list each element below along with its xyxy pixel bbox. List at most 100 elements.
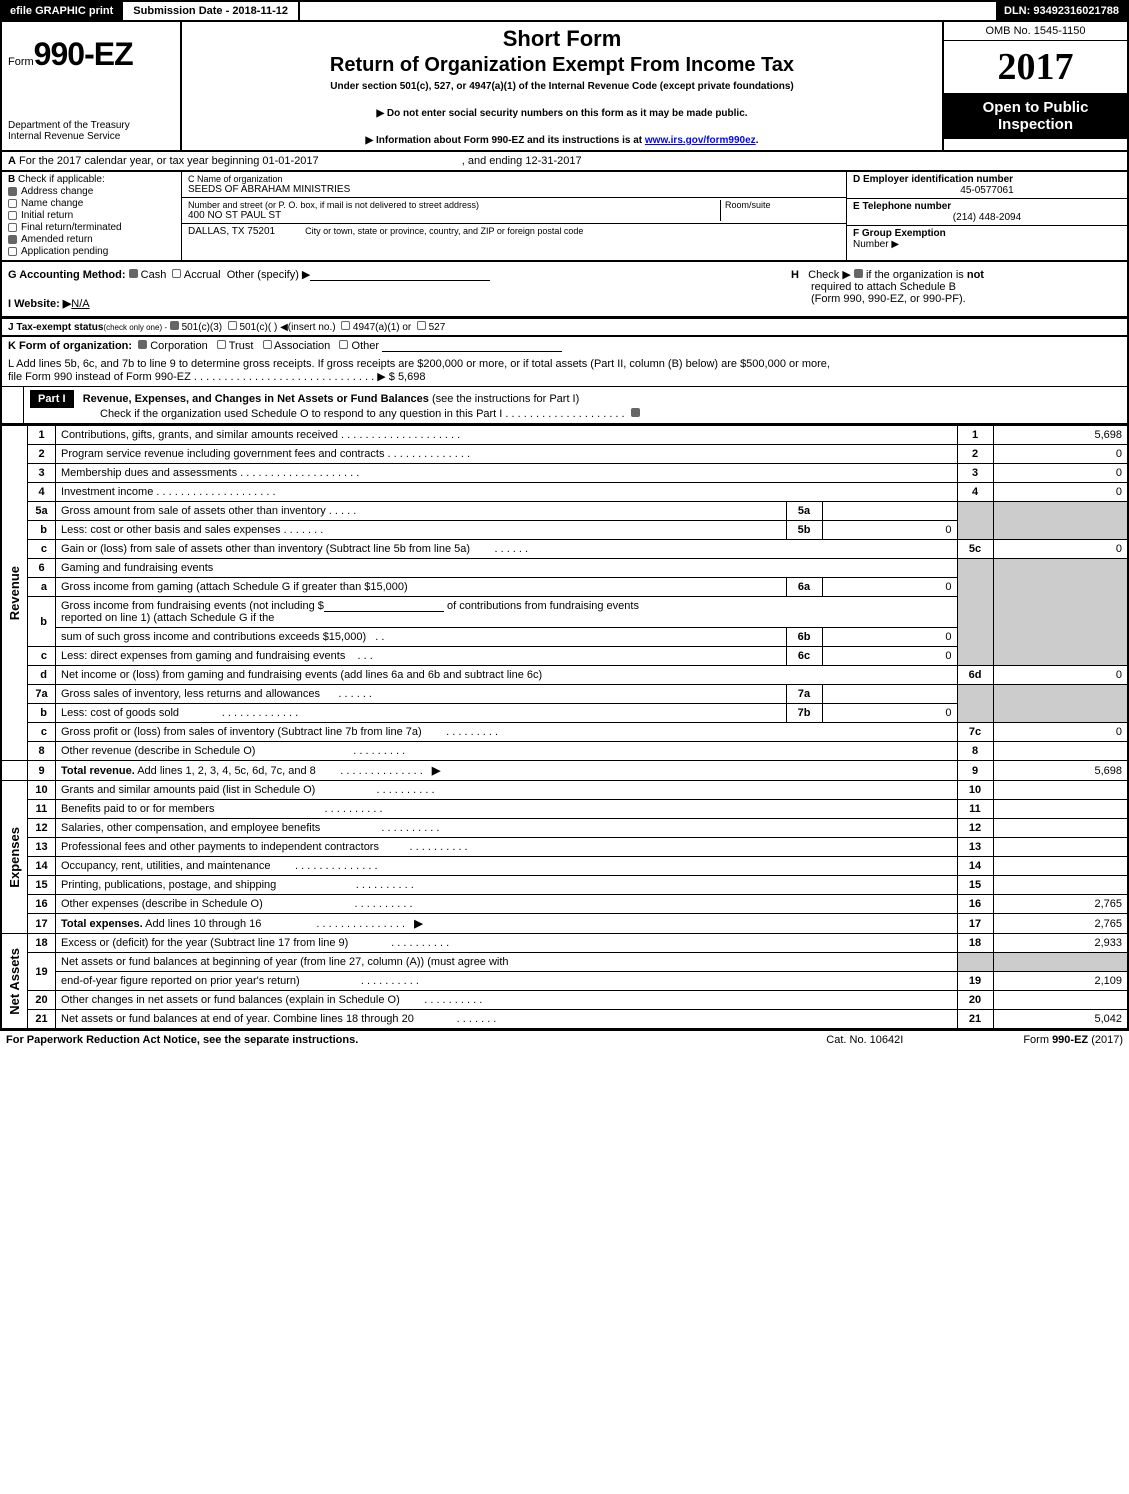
checkbox-amended[interactable] — [8, 235, 17, 244]
line-21-no: 21 — [28, 1010, 56, 1030]
checkbox-h[interactable] — [854, 269, 863, 278]
h-text2: if the organization is — [866, 269, 967, 281]
line-1-val: 5,698 — [993, 426, 1128, 445]
line-19-num: 19 — [957, 972, 993, 991]
line-10-num: 10 — [957, 781, 993, 800]
pending-label: Application pending — [21, 246, 108, 257]
checkbox-assoc[interactable] — [263, 340, 272, 349]
section-h: H Check ▶ if the organization is not req… — [791, 268, 1121, 310]
line-5b-text: Less: cost or other basis and sales expe… — [61, 524, 281, 536]
line-8-no: 8 — [28, 742, 56, 761]
h-not: not — [967, 269, 984, 281]
dln-number: DLN: 93492316021788 — [996, 2, 1127, 20]
name-change-label: Name change — [21, 198, 83, 209]
line-6b-subval: 0 — [822, 628, 957, 647]
addr-change-label: Address change — [21, 186, 93, 197]
line-7b-no: b — [28, 704, 56, 723]
i-label: I Website: ▶ — [8, 298, 71, 310]
ein-value: 45-0577061 — [853, 185, 1121, 196]
line-13-text: Professional fees and other payments to … — [61, 841, 379, 853]
main-table: Revenue 1 Contributions, gifts, grants, … — [0, 425, 1129, 1030]
line-14-num: 14 — [957, 857, 993, 876]
line-18-val: 2,933 — [993, 934, 1128, 953]
line-19-val: 2,109 — [993, 972, 1128, 991]
irs-link[interactable]: www.irs.gov/form990ez — [645, 135, 756, 146]
line-7b-text: Less: cost of goods sold — [61, 707, 179, 719]
checkbox-address-change[interactable] — [8, 187, 17, 196]
dots — [194, 371, 313, 383]
footer-form-label: Form — [1023, 1034, 1052, 1046]
initial-label: Initial return — [21, 210, 73, 221]
checkbox-cash[interactable] — [129, 269, 138, 278]
checkbox-accrual[interactable] — [172, 269, 181, 278]
d-label: D Employer identification number — [853, 174, 1013, 185]
line-4-num: 4 — [957, 483, 993, 502]
checkbox-501c3[interactable] — [170, 321, 179, 330]
line-6a-subval: 0 — [822, 578, 957, 597]
line-4-no: 4 — [28, 483, 56, 502]
line-18-num: 18 — [957, 934, 993, 953]
line-16-text: Other expenses (describe in Schedule O) — [61, 898, 263, 910]
checkbox-schedule-o[interactable] — [631, 408, 640, 417]
line-7b-sub: 7b — [786, 704, 822, 723]
a-text: For the 2017 calendar year, or tax year … — [19, 155, 319, 167]
efile-print-button[interactable]: efile GRAPHIC print — [2, 2, 123, 20]
city-label: City or town, state or province, country… — [305, 226, 583, 237]
line-11-num: 11 — [957, 800, 993, 819]
form-header: Form990-EZ Department of the Treasury In… — [0, 22, 1129, 152]
checkbox-trust[interactable] — [217, 340, 226, 349]
line-6b-text4: sum of such gross income and contributio… — [61, 631, 366, 643]
city-value: DALLAS, TX 75201 — [188, 226, 275, 237]
footer-year: (2017) — [1088, 1034, 1123, 1046]
checkbox-4947[interactable] — [341, 321, 350, 330]
line-6b-no: b — [28, 597, 56, 647]
line-18-no: 18 — [28, 934, 56, 953]
footer-form-no: 990-EZ — [1052, 1034, 1088, 1046]
other-specify-field[interactable] — [310, 269, 490, 281]
line-16-val: 2,765 — [993, 895, 1128, 914]
h-check: Check ▶ — [808, 269, 851, 281]
website-value: N/A — [71, 298, 89, 310]
line-6c-text: Less: direct expenses from gaming and fu… — [61, 650, 345, 662]
line-5a-text: Gross amount from sale of assets other t… — [61, 505, 326, 517]
line-12-val — [993, 819, 1128, 838]
line-6-no: 6 — [28, 559, 56, 578]
other-org-field[interactable] — [382, 340, 562, 352]
open-public-badge: Open to Public Inspection — [944, 93, 1127, 139]
section-g: G Accounting Method: Cash Accrual Other … — [8, 268, 791, 310]
checkbox-other-org[interactable] — [339, 340, 348, 349]
checkbox-name-change[interactable] — [8, 199, 17, 208]
return-title: Return of Organization Exempt From Incom… — [186, 54, 938, 77]
line-6d-val: 0 — [993, 666, 1128, 685]
line-5b-no: b — [28, 521, 56, 540]
checkbox-501c[interactable] — [228, 321, 237, 330]
line-3-num: 3 — [957, 464, 993, 483]
checkbox-corp[interactable] — [138, 340, 147, 349]
line-17-num: 17 — [957, 914, 993, 934]
line-20-val — [993, 991, 1128, 1010]
form-prefix: Form — [8, 56, 34, 68]
line-5c-num: 5c — [957, 540, 993, 559]
section-l: L Add lines 5b, 6c, and 7b to line 9 to … — [0, 355, 1129, 386]
line-19-text: Net assets or fund balances at beginning… — [56, 953, 958, 972]
checkbox-initial-return[interactable] — [8, 211, 17, 220]
header-middle: Short Form Return of Organization Exempt… — [182, 22, 942, 150]
line-7b-subval: 0 — [822, 704, 957, 723]
section-de: D Employer identification number 45-0577… — [847, 172, 1127, 260]
fundraising-amount-field[interactable] — [324, 600, 444, 612]
j-opt4: 527 — [429, 322, 446, 333]
arrow-icon: ▶ — [414, 918, 422, 930]
checkbox-pending[interactable] — [8, 247, 17, 256]
line-5a-sub: 5a — [786, 502, 822, 521]
line-20-text: Other changes in net assets or fund bala… — [61, 994, 400, 1006]
line-9-no: 9 — [28, 761, 56, 781]
netassets-label: Net Assets — [7, 948, 22, 1015]
street-value: 400 NO ST PAUL ST — [188, 210, 720, 221]
checkbox-527[interactable] — [417, 321, 426, 330]
line-5c-val: 0 — [993, 540, 1128, 559]
checkbox-final-return[interactable] — [8, 223, 17, 232]
revenue-label: Revenue — [7, 566, 22, 620]
line-6d-text: Net income or (loss) from gaming and fun… — [56, 666, 958, 685]
line-20-num: 20 — [957, 991, 993, 1010]
header-right: OMB No. 1545-1150 2017 Open to Public In… — [942, 22, 1127, 150]
